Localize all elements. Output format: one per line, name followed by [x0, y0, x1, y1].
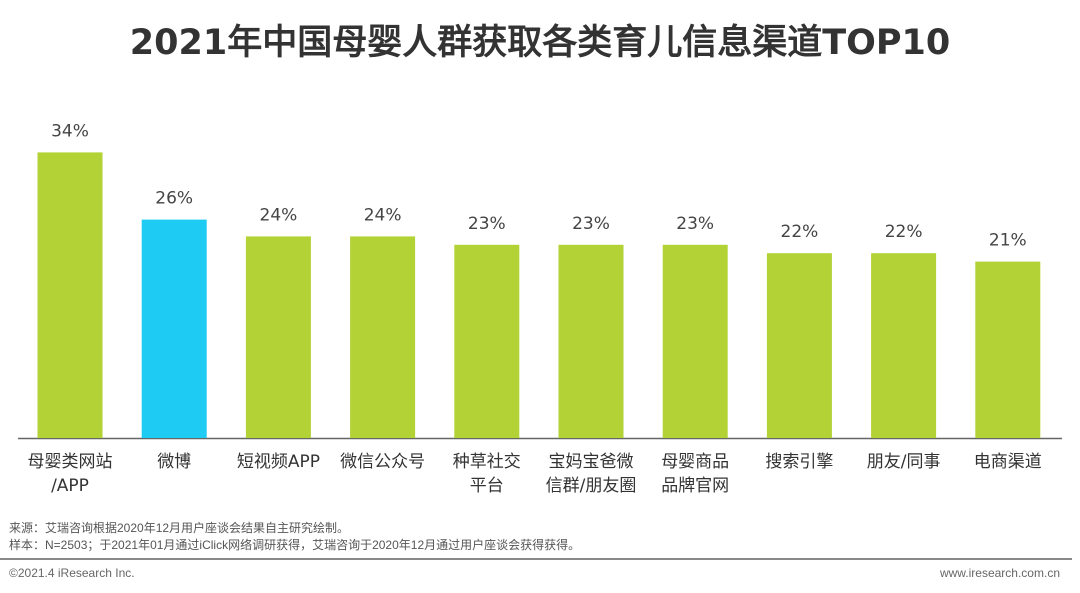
footer-divider [0, 558, 1072, 560]
bar [141, 219, 207, 438]
bar [558, 244, 624, 438]
bar [245, 236, 311, 438]
category-label: 品牌官网 [661, 476, 729, 496]
data-label: 26% [155, 189, 193, 209]
category-label: 宝妈宝爸微 [549, 452, 634, 472]
chart-title: 2021年中国母婴人群获取各类育儿信息渠道TOP10 [129, 23, 951, 63]
category-label: 平台 [470, 476, 504, 496]
data-label: 34% [51, 121, 89, 141]
category-label: 搜索引擎 [765, 452, 833, 472]
category-label: 短视频APP [237, 452, 320, 472]
category-label: 信群/朋友圈 [546, 476, 637, 496]
website: www.iresearch.com.cn [939, 566, 1060, 580]
category-label: 种草社交 [453, 452, 521, 472]
source-note: 来源：艾瑞咨询根据2020年12月用户座谈会结果自主研究绘制。 [9, 521, 350, 535]
category-label: 微博 [157, 452, 191, 472]
category-label: 电商渠道 [974, 452, 1042, 472]
data-label: 23% [468, 214, 506, 234]
category-label: /APP [51, 476, 89, 496]
category-label: 微信公众号 [340, 452, 425, 472]
category-label: 母婴类网站 [28, 452, 113, 472]
bar [766, 253, 832, 438]
bar [662, 244, 728, 438]
bar [975, 261, 1041, 438]
data-label: 23% [572, 214, 610, 234]
data-label: 22% [781, 222, 819, 242]
sample-note: 样本：N=2503；于2021年01月通过iClick网络调研获得，艾瑞咨询于2… [9, 538, 581, 552]
category-label: 母婴商品 [661, 452, 729, 472]
data-label: 24% [260, 205, 298, 225]
bar [871, 253, 937, 438]
bar [350, 236, 416, 438]
data-label: 22% [885, 222, 923, 242]
bar-chart: 34% 母婴类网站/APP 26% 微博 24% 短视频APP 24% 微信公众号 23% 种草社… [18, 121, 1062, 496]
data-label: 21% [989, 231, 1027, 251]
copyright: ©2021.4 iResearch Inc. [9, 566, 135, 580]
data-label: 24% [364, 205, 402, 225]
category-label: 朋友/同事 [867, 452, 941, 472]
bar [454, 244, 520, 438]
bar [37, 152, 103, 438]
data-label: 23% [676, 214, 714, 234]
